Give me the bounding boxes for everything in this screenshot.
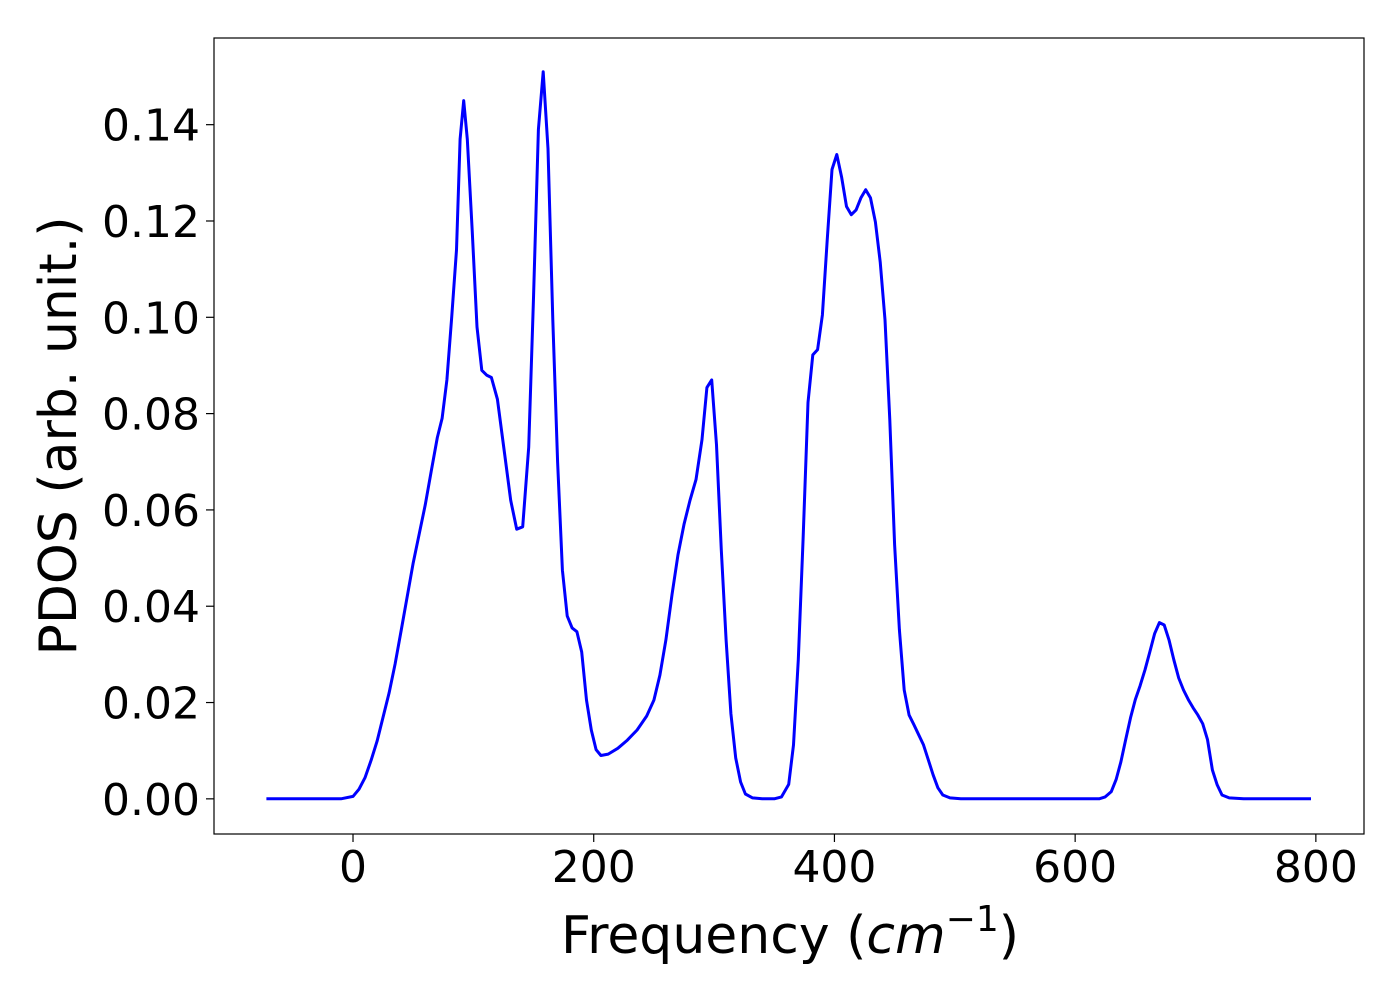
x-label-close: ) <box>999 906 1019 966</box>
y-tick-label: 0.04 <box>102 582 200 633</box>
y-tick-label: 0.08 <box>102 390 200 441</box>
x-tick-label: 600 <box>1033 842 1117 893</box>
plot-frame <box>213 37 1365 835</box>
x-label-exponent: −1 <box>946 899 999 940</box>
x-axis-label: Frequency (cm−1) <box>561 899 1019 966</box>
y-tick-label: 0.14 <box>102 101 200 152</box>
y-axis-label: PDOS (arb. unit.) <box>29 216 89 655</box>
y-tick-label: 0.10 <box>102 293 200 344</box>
x-label-unit: cm <box>866 906 945 966</box>
x-tick-label: 800 <box>1274 842 1358 893</box>
x-tick-label: 400 <box>792 842 876 893</box>
y-tick-label: 0.00 <box>102 775 200 826</box>
data-line <box>266 70 1311 801</box>
y-tick-label: 0.12 <box>102 197 200 248</box>
x-tick-label: 0 <box>339 842 367 893</box>
y-tick-label: 0.02 <box>102 679 200 730</box>
x-tick-label: 200 <box>552 842 636 893</box>
y-tick-label: 0.06 <box>102 486 200 537</box>
x-label-text: Frequency ( <box>561 906 866 966</box>
